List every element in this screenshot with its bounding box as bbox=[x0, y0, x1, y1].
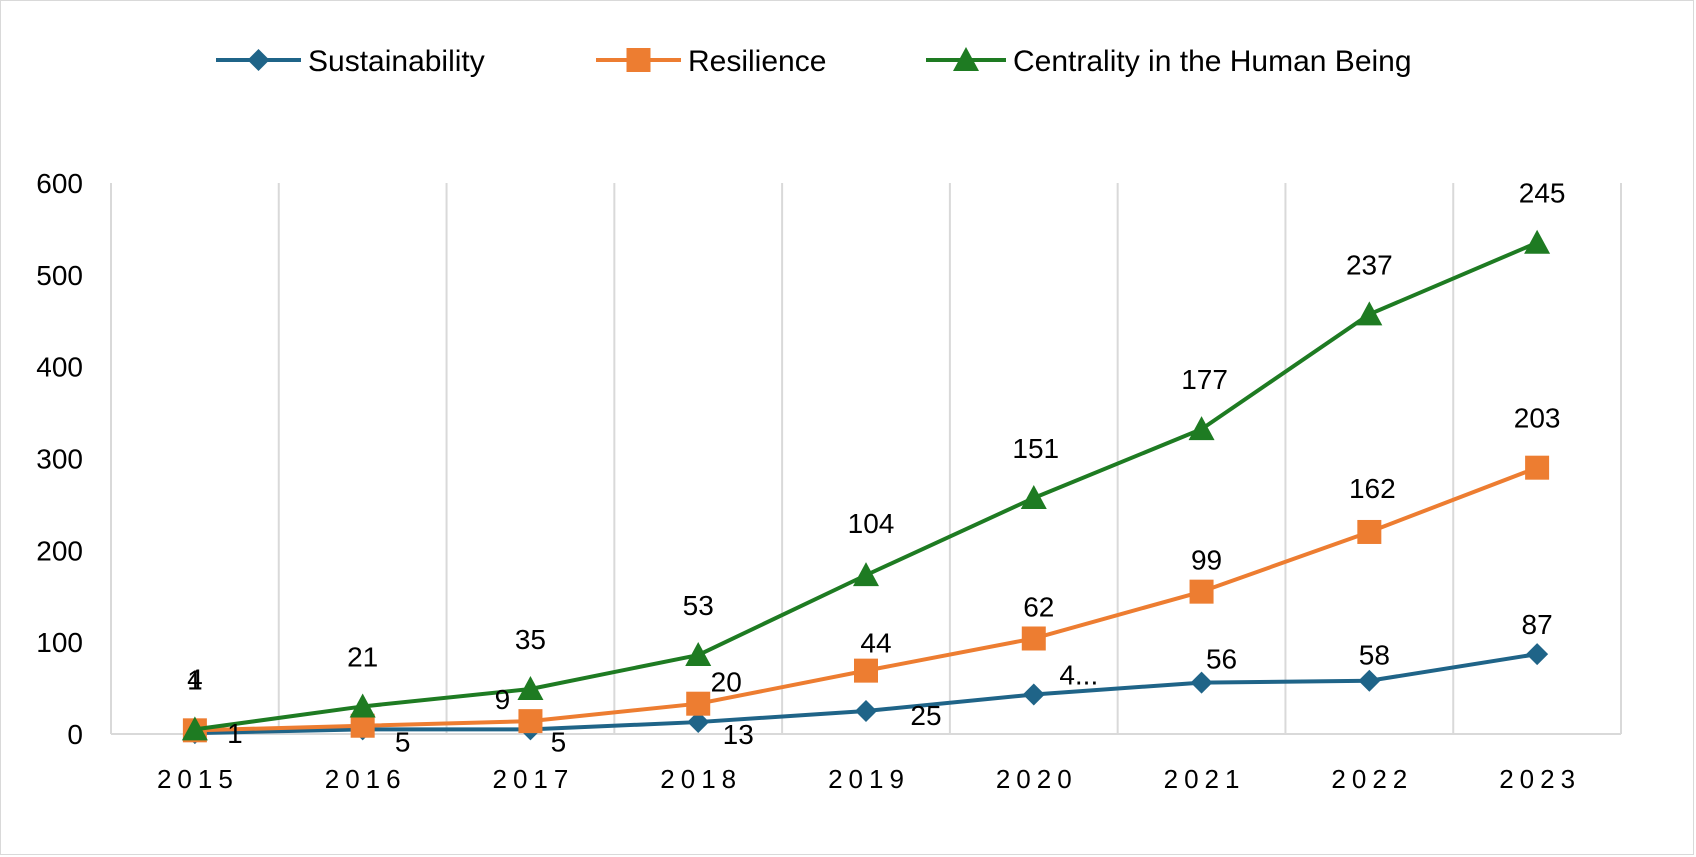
data-point-resilience bbox=[1357, 519, 1382, 544]
data-point-sustainability bbox=[687, 711, 710, 734]
data-label-resilience: 162 bbox=[1349, 473, 1396, 504]
data-point-centrality-in-the-human-being bbox=[685, 642, 712, 667]
data-label-resilience: 20 bbox=[711, 667, 742, 698]
data-point-sustainability bbox=[855, 700, 877, 723]
legend-marker bbox=[626, 48, 651, 72]
data-label-sustainability: 58 bbox=[1359, 640, 1390, 671]
legend-label: Centrality in the Human Being bbox=[1013, 45, 1412, 78]
data-point-resilience bbox=[350, 713, 375, 738]
data-label-sustainability: 13 bbox=[723, 719, 754, 750]
legend: Sustainability Resilience Centrality in th… bbox=[216, 45, 1412, 78]
legend-label: Sustainability bbox=[308, 45, 485, 78]
legend-item-sustainability: Sustainability bbox=[216, 45, 485, 78]
data-label-resilience: 203 bbox=[1514, 403, 1561, 434]
y-tick-label: 500 bbox=[36, 260, 83, 291]
data-label-sustainability: 56 bbox=[1206, 644, 1237, 675]
data-point-centrality-in-the-human-being bbox=[1188, 416, 1215, 441]
data-label-sustainability: 87 bbox=[1522, 609, 1553, 640]
data-point-centrality-in-the-human-being bbox=[1524, 229, 1551, 254]
data-label-resilience: 4 bbox=[187, 663, 203, 694]
data-point-centrality-in-the-human-being bbox=[349, 693, 376, 718]
data-label-centrality-in-the-human-being: 177 bbox=[1181, 364, 1228, 395]
data-label-sustainability: 25 bbox=[910, 700, 941, 731]
data-point-centrality-in-the-human-being bbox=[517, 676, 544, 701]
legend-item-centrality-in-the-human-being: Centrality in the Human Being bbox=[926, 45, 1412, 78]
x-tick-label: 2021 bbox=[1164, 764, 1246, 794]
data-point-resilience bbox=[1525, 455, 1550, 480]
data-label-centrality-in-the-human-being: 104 bbox=[848, 508, 895, 539]
x-tick-label: 2018 bbox=[660, 764, 742, 794]
x-tick-label: 2017 bbox=[493, 764, 575, 794]
data-point-resilience bbox=[1021, 626, 1046, 651]
legend-marker bbox=[247, 49, 270, 71]
data-label-centrality-in-the-human-being: 1 bbox=[187, 664, 203, 695]
data-label-sustainability: 5 bbox=[395, 726, 411, 757]
data-label-centrality-in-the-human-being: 53 bbox=[683, 590, 714, 621]
x-tick-label: 2016 bbox=[325, 764, 407, 794]
legend-item-resilience: Resilience bbox=[596, 45, 826, 78]
data-labels: 1 5 5 13 25 4... 56 58 87 4 9 20 44 62 99 162 203 1 21 35 53… bbox=[187, 178, 1565, 758]
data-label-resilience: 9 bbox=[495, 684, 511, 715]
data-point-sustainability bbox=[1358, 669, 1381, 692]
x-tick-label: 2015 bbox=[157, 764, 239, 794]
x-tick-label: 2019 bbox=[828, 764, 910, 794]
x-tick-label: 2022 bbox=[1331, 764, 1413, 794]
data-point-centrality-in-the-human-being bbox=[181, 716, 208, 741]
data-label-centrality-in-the-human-being: 151 bbox=[1012, 433, 1059, 464]
data-point-centrality-in-the-human-being bbox=[1356, 301, 1383, 326]
data-label-resilience: 44 bbox=[860, 628, 891, 659]
data-label-sustainability: 1 bbox=[227, 718, 243, 749]
data-label-centrality-in-the-human-being: 245 bbox=[1519, 178, 1566, 209]
y-tick-label: 0 bbox=[67, 719, 83, 750]
y-tick-label: 300 bbox=[36, 444, 83, 475]
x-tick-label: 2023 bbox=[1499, 764, 1581, 794]
data-point-resilience bbox=[1189, 579, 1214, 604]
x-tick-label: 2020 bbox=[996, 764, 1078, 794]
legend-label: Resilience bbox=[688, 45, 826, 78]
y-tick-label: 100 bbox=[36, 627, 83, 658]
y-tick-label: 400 bbox=[36, 352, 83, 383]
data-label-resilience: 62 bbox=[1023, 591, 1054, 622]
series-layer bbox=[181, 229, 1551, 745]
data-label-resilience: 99 bbox=[1191, 545, 1222, 576]
data-point-centrality-in-the-human-being bbox=[1020, 484, 1047, 509]
data-point-sustainability bbox=[1526, 643, 1549, 666]
data-label-sustainability: 5 bbox=[551, 726, 567, 757]
data-label-centrality-in-the-human-being: 237 bbox=[1346, 249, 1393, 280]
y-tick-label: 600 bbox=[36, 168, 83, 199]
data-point-sustainability bbox=[1022, 683, 1045, 706]
grid-lines bbox=[110, 183, 1622, 734]
legend-marker bbox=[953, 47, 979, 71]
data-point-resilience bbox=[854, 658, 878, 683]
series-line-resilience bbox=[194, 465, 1538, 733]
data-label-sustainability: 4... bbox=[1059, 660, 1098, 691]
y-tick-label: 200 bbox=[36, 535, 83, 566]
data-point-resilience bbox=[518, 709, 543, 734]
data-point-centrality-in-the-human-being bbox=[853, 562, 879, 587]
data-label-centrality-in-the-human-being: 21 bbox=[347, 641, 378, 672]
data-point-resilience bbox=[686, 691, 711, 716]
data-label-centrality-in-the-human-being: 35 bbox=[515, 624, 546, 655]
data-point-sustainability bbox=[1190, 671, 1213, 694]
